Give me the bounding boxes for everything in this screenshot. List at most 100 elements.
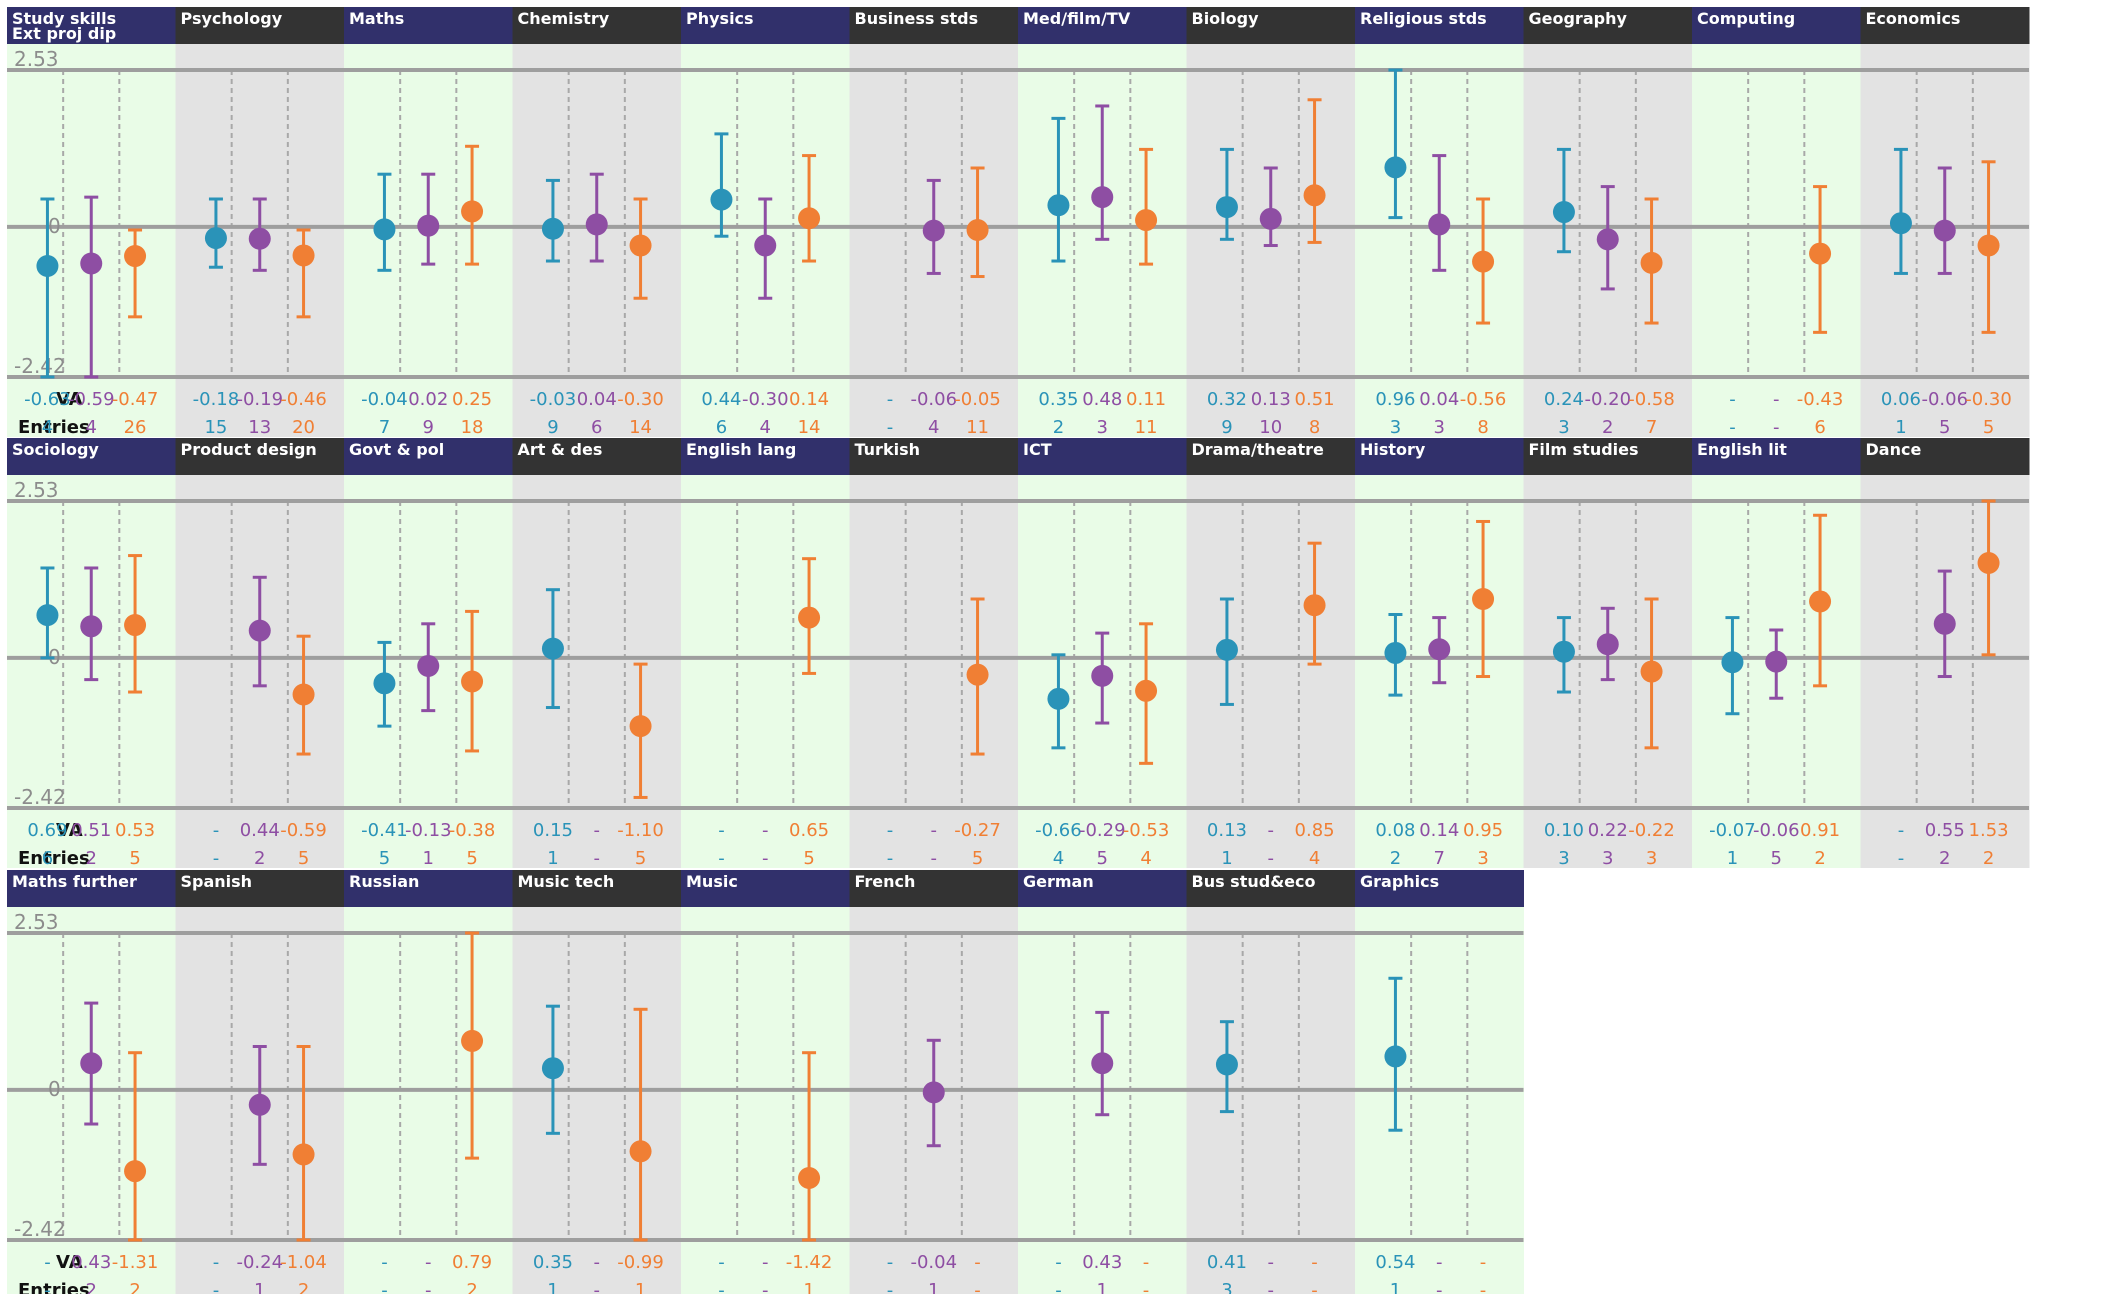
va-value: 0.14 (789, 389, 829, 410)
va-value: 0.41 (1207, 1252, 1247, 1273)
entries-value: 3 (1602, 848, 1613, 869)
subject-name: Govt & pol (349, 440, 444, 459)
va-point (1765, 650, 1788, 673)
entries-value: - (1055, 1280, 1062, 1294)
entries-value: 2 (1602, 417, 1613, 438)
va-value: 0.85 (1295, 820, 1335, 841)
subject-name: English lit (1697, 440, 1787, 459)
entries-row-label: Entries (18, 417, 90, 438)
va-point (629, 715, 652, 738)
entries-value: 2 (1983, 848, 1994, 869)
subject-name: Economics (1866, 9, 1961, 28)
va-value: 0.13 (1251, 389, 1291, 410)
va-point (248, 619, 271, 642)
va-point (966, 663, 989, 686)
entries-value: 14 (798, 417, 821, 438)
subject-name: Religious stds (1360, 9, 1487, 28)
entries-value: 13 (248, 417, 271, 438)
entries-value: 1 (803, 1280, 814, 1294)
subject-header (7, 870, 176, 907)
entries-value: - (1480, 1280, 1487, 1294)
column-background (1355, 907, 1524, 1294)
entries-value: 6 (1814, 417, 1825, 438)
subject-header (1355, 7, 1524, 44)
va-point (1384, 156, 1407, 179)
entries-value: - (974, 1280, 981, 1294)
subject-header (1018, 438, 1187, 475)
subject-header (7, 7, 176, 44)
y-tick-label: -2.42 (14, 785, 66, 809)
entries-value: - (1143, 1280, 1150, 1294)
va-value: -0.46 (280, 389, 327, 410)
va-value: 0.54 (1375, 1252, 1415, 1273)
va-value: 0.79 (452, 1252, 492, 1273)
va-point (1303, 184, 1326, 207)
entries-value: - (594, 1280, 601, 1294)
va-value: -1.10 (617, 820, 664, 841)
va-value: - (718, 820, 725, 841)
entries-value: 1 (547, 848, 558, 869)
va-point (373, 672, 396, 695)
subject-name: Psychology (181, 9, 283, 28)
va-value: - (931, 820, 938, 841)
y-tick-label: 2.53 (14, 910, 59, 934)
entries-value: 1 (1390, 1280, 1401, 1294)
va-value: -0.06 (1921, 389, 1968, 410)
va-value: 0.06 (1881, 389, 1921, 410)
va-value: -0.38 (449, 820, 496, 841)
va-point (124, 614, 147, 637)
entries-value: - (887, 417, 894, 438)
va-value: 0.32 (1207, 389, 1247, 410)
va-point (80, 1052, 103, 1075)
entries-value: 5 (1771, 848, 1782, 869)
entries-value: 1 (1727, 848, 1738, 869)
y-tick-label: -2.42 (14, 1217, 66, 1241)
subject-header (1186, 7, 1356, 44)
entries-value: 5 (466, 848, 477, 869)
va-point (922, 219, 945, 242)
va-point (124, 1160, 147, 1183)
subject-header (681, 7, 850, 44)
va-value: - (1773, 389, 1780, 410)
va-point (1135, 209, 1158, 232)
va-value: -0.06 (1753, 820, 1800, 841)
subject-name: Biology (1192, 9, 1260, 28)
entries-value: 3 (1477, 848, 1488, 869)
va-value: -0.56 (1460, 389, 1507, 410)
va-point (292, 1143, 315, 1166)
va-value: 0.95 (1463, 820, 1503, 841)
entries-value: 2 (1390, 848, 1401, 869)
entries-value: - (762, 848, 769, 869)
subject-name: Product design (181, 440, 317, 459)
va-point (36, 604, 59, 627)
va-point (1384, 1045, 1407, 1068)
entries-row-label: Entries (18, 848, 90, 869)
column-background (1692, 44, 1861, 437)
entries-value: 3 (1390, 417, 1401, 438)
entries-value: 1 (928, 1280, 939, 1294)
va-value: -0.63 (24, 389, 71, 410)
va-value: 0.44 (240, 820, 280, 841)
entries-value: - (887, 1280, 894, 1294)
entries-value: 5 (379, 848, 390, 869)
va-value: 0.24 (1544, 389, 1584, 410)
entries-value: - (1773, 417, 1780, 438)
va-point (798, 207, 821, 230)
va-value: 0.51 (71, 820, 111, 841)
va-value: - (1268, 1252, 1275, 1273)
va-value: 0.69 (27, 820, 67, 841)
va-point (80, 615, 103, 638)
entries-value: 15 (204, 417, 227, 438)
va-value: -1.31 (112, 1252, 159, 1273)
va-row-label: VA (56, 389, 83, 410)
subject-name: Dance (1866, 440, 1922, 459)
va-point (1215, 638, 1238, 661)
entries-value: 3 (1097, 417, 1108, 438)
va-value: -0.53 (1123, 820, 1170, 841)
entries-value: 3 (1558, 848, 1569, 869)
va-point (292, 683, 315, 706)
va-value: -0.99 (617, 1252, 664, 1273)
va-value: -0.22 (1628, 820, 1675, 841)
subject-name: French (855, 872, 916, 891)
